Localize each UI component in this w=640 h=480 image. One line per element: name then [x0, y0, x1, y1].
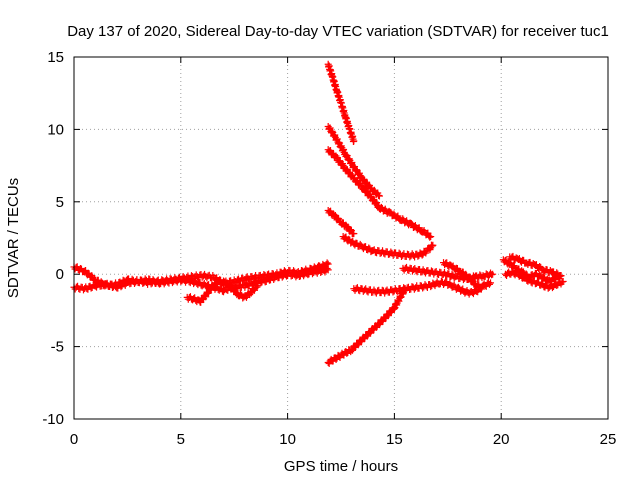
data-point: [487, 279, 495, 287]
data-point: [540, 273, 548, 281]
series-track-14: [501, 267, 567, 292]
series-track-9: [324, 285, 409, 368]
x-tick-label: 25: [600, 431, 617, 448]
series-track-15: [506, 252, 565, 280]
data-point: [365, 244, 373, 252]
series-track-8: [339, 233, 437, 261]
data-point: [429, 241, 437, 249]
data-point: [553, 282, 561, 290]
x-tick-label: 20: [493, 431, 510, 448]
data-point: [426, 233, 434, 241]
data-point: [427, 233, 435, 241]
series-track-6: [324, 146, 435, 241]
series-track-11: [399, 263, 497, 284]
data-point: [347, 226, 355, 234]
data-point: [375, 192, 383, 200]
y-tick-label: 0: [56, 266, 64, 283]
y-tick-label: 10: [47, 121, 64, 138]
data-point: [536, 262, 544, 270]
series-track-12: [440, 259, 486, 292]
data-point: [254, 282, 262, 290]
data-point: [237, 290, 245, 298]
data-point: [442, 278, 450, 286]
data-point: [350, 137, 358, 145]
series-track-5: [324, 123, 383, 200]
data-point: [485, 280, 493, 288]
series-track-7: [324, 206, 358, 238]
data-point: [343, 222, 351, 230]
data-marks: [70, 60, 567, 368]
data-point: [117, 283, 125, 291]
data-point: [418, 251, 426, 259]
chart-title: Day 137 of 2020, Sidereal Day-to-day VTE…: [67, 23, 609, 40]
data-point: [328, 127, 336, 135]
data-point: [253, 283, 261, 291]
data-point: [345, 155, 353, 163]
data-point: [557, 272, 565, 280]
series-track-2: [70, 264, 332, 296]
data-point: [213, 281, 221, 289]
data-point: [335, 215, 343, 223]
plot-frame: [73, 56, 609, 420]
data-point: [428, 242, 436, 250]
data-point: [270, 276, 278, 284]
data-point: [324, 266, 332, 274]
y-tick-label: -5: [51, 339, 64, 356]
data-point: [330, 211, 338, 219]
axis-tick-labels: 0 5 10 15 20 25 -10 -5 0 5 10 15: [42, 49, 616, 448]
data-point: [88, 272, 96, 280]
x-tick-label: 5: [177, 431, 185, 448]
data-point: [489, 270, 497, 278]
series-track-3: [183, 276, 262, 306]
data-point: [468, 276, 476, 284]
y-tick-label: 15: [47, 49, 64, 66]
data-point: [548, 284, 556, 292]
data-point: [462, 270, 470, 278]
data-point: [323, 264, 331, 272]
y-tick-label: -10: [42, 411, 64, 428]
data-point: [350, 230, 358, 238]
data-point: [390, 305, 398, 313]
data-point: [478, 283, 486, 291]
data-point: [332, 355, 340, 363]
data-point: [363, 332, 371, 340]
x-tick-label: 0: [70, 431, 78, 448]
x-tick-label: 10: [279, 431, 296, 448]
data-point: [559, 277, 567, 285]
series-track-4: [324, 60, 358, 145]
y-axis-label: SDTVAR / TECUs: [5, 178, 22, 298]
series-track-10: [350, 277, 495, 298]
x-tick-label: 15: [386, 431, 403, 448]
x-axis-label: GPS time / hours: [284, 458, 398, 475]
y-tick-label: 5: [56, 194, 64, 211]
